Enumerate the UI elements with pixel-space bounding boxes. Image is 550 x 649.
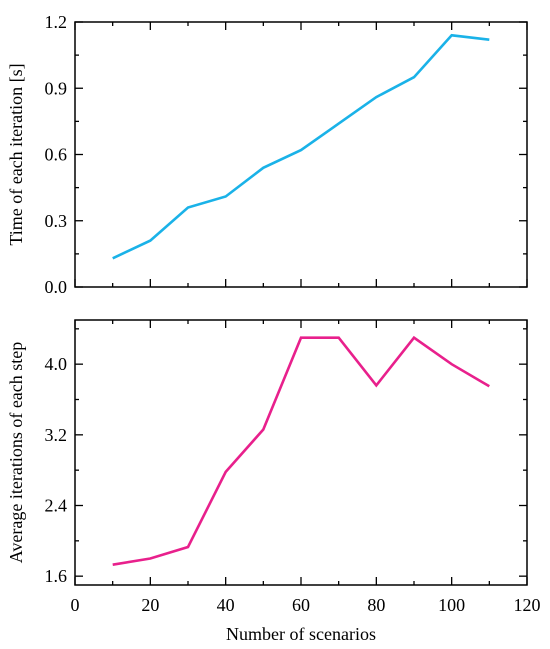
top-y-tick-label: 0.0: [45, 277, 68, 297]
bottom-x-tick-label: 80: [367, 595, 385, 615]
bottom-series-line: [112, 335, 490, 566]
bottom-y-tick-label: 1.6: [45, 566, 68, 586]
bottom-x-tick-label: 0: [71, 595, 80, 615]
bottom-x-tick-label: 20: [141, 595, 159, 615]
top-plot-frame: [74, 21, 528, 288]
bottom-x-tick-label: 100: [438, 595, 465, 615]
bottom-x-tick-label: 60: [292, 595, 310, 615]
top-y-tick-label: 1.2: [45, 12, 68, 32]
bottom-chart-panel: 1.6 2.4 3.2 4.0 0 20 40 60 80 100 120 Average itera…: [6, 319, 541, 644]
bottom-y-axis-label: Average iterations of each step: [6, 342, 26, 564]
bottom-plot-frame: [74, 319, 528, 586]
top-chart-panel: 0.0 0.3 0.6 0.9 1.2 Time of each iteration [s…: [6, 12, 528, 297]
top-y-tick-label: 0.9: [45, 78, 68, 98]
bottom-x-tick-label: 40: [217, 595, 235, 615]
bottom-y-tick-label: 4.0: [45, 354, 68, 374]
bottom-x-axis-label: Number of scenarios: [226, 624, 376, 644]
top-series-line: [112, 33, 490, 260]
bottom-y-tick-label: 3.2: [45, 425, 68, 445]
top-y-tick-label: 0.3: [45, 211, 68, 231]
top-y-axis-label: Time of each iteration [s]: [6, 63, 26, 245]
bottom-x-tick-label: 120: [514, 595, 541, 615]
bottom-y-tick-label: 2.4: [45, 496, 68, 516]
top-y-tick-label: 0.6: [45, 145, 68, 165]
